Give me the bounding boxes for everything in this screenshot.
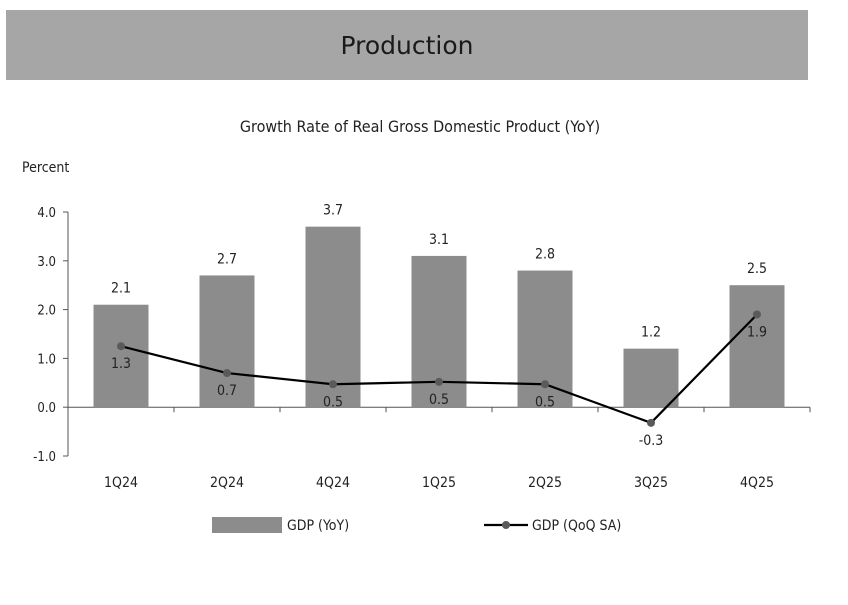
section-banner: Production xyxy=(6,10,808,80)
gdp-yoy-bar xyxy=(305,226,361,408)
chart-legend: GDP (YoY) GDP (QoQ SA) xyxy=(212,517,621,534)
y-tick-label: 2.0 xyxy=(37,304,56,319)
x-tick-label: 2Q25 xyxy=(528,475,562,491)
y-axis-label: Percent xyxy=(22,160,69,176)
gdp-qoq-marker xyxy=(117,342,125,351)
x-tick-label: 4Q25 xyxy=(740,475,774,491)
gdp-qoq-marker xyxy=(223,369,231,378)
legend-marker-gdp-qoq xyxy=(502,521,510,529)
gdp-qoq-data-label: -0.3 xyxy=(639,433,664,449)
gdp-qoq-data-label: 1.9 xyxy=(747,324,767,340)
plot-area: -1.0 0.0 1.0 2.0 3.0 4.0 1Q24 2Q24 4Q24 1Q25 2Q25 3… xyxy=(33,203,811,491)
gdp-yoy-bar xyxy=(729,285,785,408)
gdp-yoy-data-label: 2.5 xyxy=(747,261,767,277)
gdp-qoq-data-label: 0.5 xyxy=(535,394,555,410)
y-tick-label: 3.0 xyxy=(37,255,56,270)
legend-label-gdp-yoy: GDP (YoY) xyxy=(287,518,349,534)
gdp-qoq-marker xyxy=(753,310,761,319)
gdp-qoq-marker xyxy=(329,380,337,389)
chart-title: Growth Rate of Real Gross Domestic Produ… xyxy=(240,117,600,136)
gdp-yoy-data-label: 2.8 xyxy=(535,247,555,263)
gdp-yoy-data-label: 3.7 xyxy=(323,203,343,219)
gdp-qoq-marker xyxy=(541,380,549,389)
legend-label-gdp-qoq: GDP (QoQ SA) xyxy=(532,518,621,534)
x-tick-label: 1Q24 xyxy=(104,475,138,491)
legend-swatch-gdp-yoy xyxy=(212,517,282,533)
gdp-qoq-data-label: 0.5 xyxy=(429,392,449,408)
y-tick-label: 4.0 xyxy=(37,206,56,221)
x-tick-label: 1Q25 xyxy=(422,475,456,491)
gdp-yoy-data-label: 2.1 xyxy=(111,281,131,297)
x-tick-label: 4Q24 xyxy=(316,475,350,491)
gdp-qoq-data-label: 1.3 xyxy=(111,356,131,372)
gdp-yoy-bar xyxy=(623,348,679,408)
gdp-yoy-bar xyxy=(199,275,255,408)
gdp-qoq-data-label: 0.5 xyxy=(323,394,343,410)
gdp-yoy-data-label: 3.1 xyxy=(429,232,449,248)
gdp-yoy-data-label: 2.7 xyxy=(217,251,237,267)
y-tick-label: 0.0 xyxy=(37,401,56,416)
section-title: Production xyxy=(340,30,474,60)
gdp-qoq-marker xyxy=(435,377,443,386)
gdp-qoq-data-label: 0.7 xyxy=(217,383,237,399)
gdp-qoq-marker xyxy=(647,418,655,427)
y-tick-label: 1.0 xyxy=(37,352,56,367)
x-tick-label: 2Q24 xyxy=(210,475,244,491)
gdp-yoy-data-label: 1.2 xyxy=(641,325,661,341)
y-tick-label: -1.0 xyxy=(33,450,56,465)
gdp-yoy-bar xyxy=(93,304,149,408)
x-tick-label: 3Q25 xyxy=(634,475,668,491)
